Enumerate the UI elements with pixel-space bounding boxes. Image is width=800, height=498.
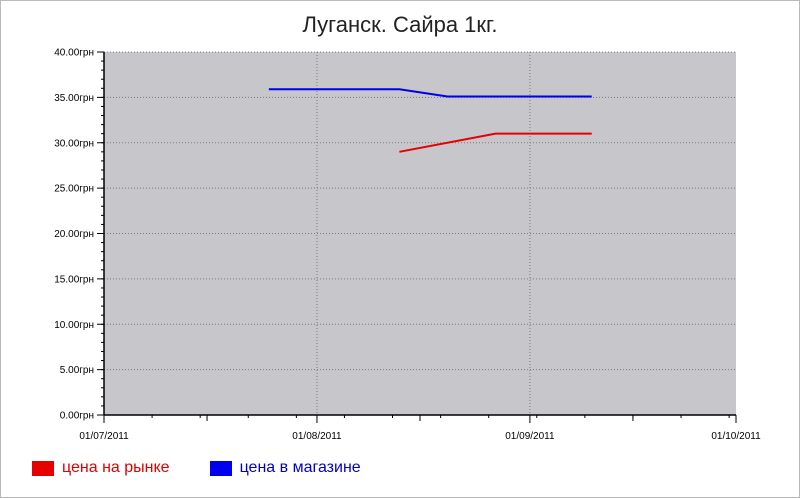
y-tick-label: 30.00грн — [54, 138, 94, 149]
legend-item-market: цена на рынке — [32, 459, 170, 477]
legend-item-store: цена в магазине — [209, 459, 361, 477]
legend-label-store: цена в магазине — [239, 459, 361, 476]
y-tick-label: 10.00грн — [54, 320, 94, 331]
x-tick-label: 01/08/2011 — [292, 431, 342, 442]
y-tick-label: 15.00грн — [54, 274, 94, 285]
y-tick-label: 35.00грн — [54, 93, 94, 104]
y-tick-label: 40.00грн — [54, 48, 94, 59]
y-tick-label: 25.00грн — [54, 184, 94, 195]
y-tick-label: 0.00грн — [60, 411, 94, 422]
legend-swatch-store — [209, 460, 232, 476]
x-tick-label: 01/07/2011 — [79, 431, 129, 442]
legend: цена на рынке цена в магазине — [32, 459, 401, 477]
legend-swatch-market — [32, 460, 54, 476]
chart-title: Луганск. Сайра 1кг. — [302, 12, 498, 37]
series-line-1 — [268, 88, 592, 98]
series-line-0 — [399, 132, 592, 153]
x-tick-label: 01/09/2011 — [505, 431, 555, 442]
legend-label-market: цена на рынке — [62, 459, 170, 476]
y-tick-label: 20.00грн — [54, 229, 94, 240]
x-tick-label: 01/10/2011 — [711, 431, 761, 442]
y-tick-label: 5.00грн — [60, 365, 94, 376]
